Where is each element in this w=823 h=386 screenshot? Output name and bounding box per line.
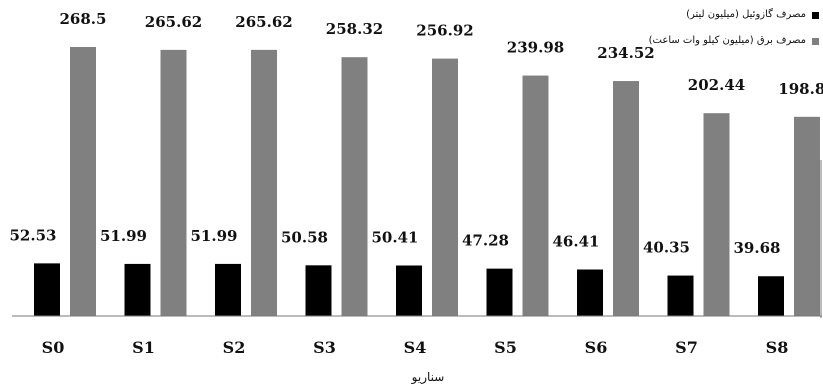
value-label-s7-series0: 40.35	[643, 239, 690, 257]
legend-swatch-diesel	[812, 12, 819, 19]
value-label-s3-series0: 50.58	[281, 228, 328, 246]
bar-s6-series0	[577, 269, 603, 316]
bar-s3-series1	[341, 57, 368, 317]
bar-s4-series0	[396, 265, 422, 316]
bars-layer	[34, 47, 820, 317]
value-label-s0-series1: 268.5	[60, 10, 107, 28]
bar-s7-series0	[667, 275, 694, 316]
category-label-s7: S7	[675, 338, 698, 357]
category-label-s6: S6	[585, 338, 608, 357]
value-label-s1-series0: 51.99	[100, 227, 147, 245]
legend-swatch-electricity	[812, 38, 819, 45]
bar-s0-series1	[70, 47, 96, 316]
legend-label-diesel: مصرف گازوئیل (میلیون لیتر)	[686, 9, 806, 20]
value-label-s2-series0: 51.99	[191, 227, 238, 245]
x-axis-label: سناریو	[411, 370, 445, 385]
category-label-s8: S8	[766, 338, 789, 357]
value-label-s5-series1: 239.98	[507, 39, 564, 57]
bar-s4-series1	[432, 58, 458, 316]
category-labels-layer: S0 S1 S2 S3 S4 S5 S6 S7 S8	[42, 338, 789, 357]
legend: مصرف گازوئیل (میلیون لیتر) مصرف برق (میل…	[614, 8, 819, 60]
bar-s5-series1	[522, 75, 549, 316]
category-label-s2: S2	[223, 338, 246, 357]
bar-s1-series1	[160, 49, 187, 316]
bar-s2-series1	[251, 49, 277, 316]
category-label-s0: S0	[42, 338, 65, 357]
value-label-s7-series1: 202.44	[688, 76, 745, 94]
value-label-s2-series1: 265.62	[235, 13, 292, 31]
bar-s0-series0	[34, 263, 60, 316]
value-label-s4-series0: 50.41	[372, 228, 419, 246]
bar-s8-series0	[758, 276, 784, 316]
legend-label-electricity: مصرف برق (میلیون کیلو وات ساعت)	[648, 35, 806, 46]
bar-s3-series0	[305, 265, 332, 316]
category-label-s1: S1	[132, 338, 155, 357]
bar-s8-series1	[794, 116, 820, 316]
legend-item-electricity: مصرف برق (میلیون کیلو وات ساعت)	[614, 34, 819, 48]
category-label-s4: S4	[404, 338, 427, 357]
value-label-s5-series0: 47.28	[462, 232, 509, 250]
category-label-s5: S5	[494, 338, 517, 357]
value-labels-layer: 52.53 268.5 51.99 265.62 51.99 265.62 50.58 258…	[10, 10, 823, 257]
value-label-s6-series1: 234.52	[597, 44, 654, 62]
value-label-s0-series0: 52.53	[10, 226, 57, 244]
value-label-s1-series1: 265.62	[145, 13, 202, 31]
legend-item-diesel: مصرف گازوئیل (میلیون لیتر)	[614, 8, 819, 22]
value-label-s4-series1: 256.92	[416, 22, 473, 40]
value-label-s8-series0: 39.68	[734, 239, 781, 257]
value-label-s8-series1: 198.81	[778, 80, 823, 98]
bar-s7-series1	[703, 113, 730, 316]
category-label-s3: S3	[313, 338, 336, 357]
value-label-s6-series0: 46.41	[553, 233, 600, 251]
bar-s6-series1	[613, 81, 639, 316]
bar-s5-series0	[486, 268, 513, 316]
value-label-s3-series1: 258.32	[326, 20, 383, 38]
bar-s1-series0	[124, 263, 151, 316]
bar-s2-series0	[215, 263, 241, 316]
